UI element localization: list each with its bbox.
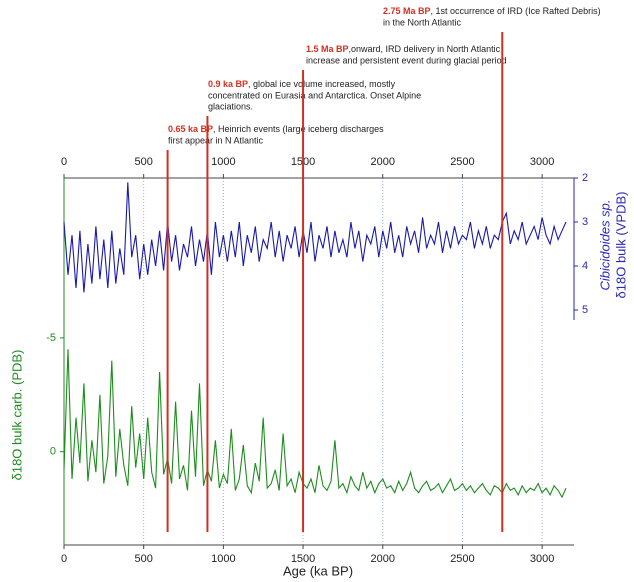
x-tick-label: 0 [61,156,67,168]
annotation: 0.65 ka BP, Heinrich events (large icebe… [168,124,384,134]
annotation-text: in the North Atlantic [383,17,462,27]
x-axis-label: Age (ka BP) [283,563,353,578]
x-tick-label: 0 [61,553,67,565]
annotation-text: concentrated on Eurasia and Antarctica. … [208,90,421,100]
annotation: 0.9 ka BP, global ice volume increased, … [208,79,396,89]
y2-tick-label: 2 [582,172,588,184]
x-tick-label: 2000 [371,156,395,168]
y-tick-label: -5 [46,332,56,344]
x-tick-label: 1500 [291,553,315,565]
annotation-text: first appear in N Atlantic [168,135,264,145]
annotation-text: ,onward, IRD delivery in North Atlantic [349,44,501,54]
x-tick-label: 500 [135,553,153,565]
y2-tick-label: 4 [582,260,588,272]
annotation-text: , Heinrich events (large iceberg dischar… [213,124,384,134]
annotation: 2.75 Ma BP, 1st occurrence of IRD (Ice R… [383,6,601,16]
annotation-text: , 1st occurrence of IRD (Ice Rafted Debr… [431,6,601,16]
annotation-label: 0.65 ka BP [168,124,213,134]
y2-tick-label: 5 [582,304,588,316]
annotation-text: , global ice volume increased, mostly [248,79,396,89]
y-axis-label: δ18O bulk carb. (PDB) [9,350,24,481]
annotation-label: 1.5 Ma BP [306,44,349,54]
x-tick-label: 500 [135,156,153,168]
x-tick-label: 1000 [211,156,235,168]
x-tick-label: 3000 [530,553,554,565]
y2-axis-label: δ18O bulk (VPDB) [613,192,628,299]
y-tick-label: 0 [50,446,56,458]
annotation-text: increase and persistent event during gla… [306,55,507,65]
x-tick-label: 3000 [530,156,554,168]
x-tick-label: 2500 [450,156,474,168]
y2-tick-label: 3 [582,216,588,228]
annotation-label: 0.9 ka BP [208,79,248,89]
y2-axis-label: Cibicidoides sp. [597,199,612,290]
annotation: 1.5 Ma BP,onward, IRD delivery in North … [306,44,501,54]
series-line [63,182,567,293]
series-line [63,349,567,499]
annotation-label: 2.75 Ma BP [383,6,431,16]
x-tick-label: 1000 [211,553,235,565]
x-tick-label: 2000 [371,553,395,565]
x-tick-label: 2500 [450,553,474,565]
annotation-text: glaciations. [208,101,253,111]
